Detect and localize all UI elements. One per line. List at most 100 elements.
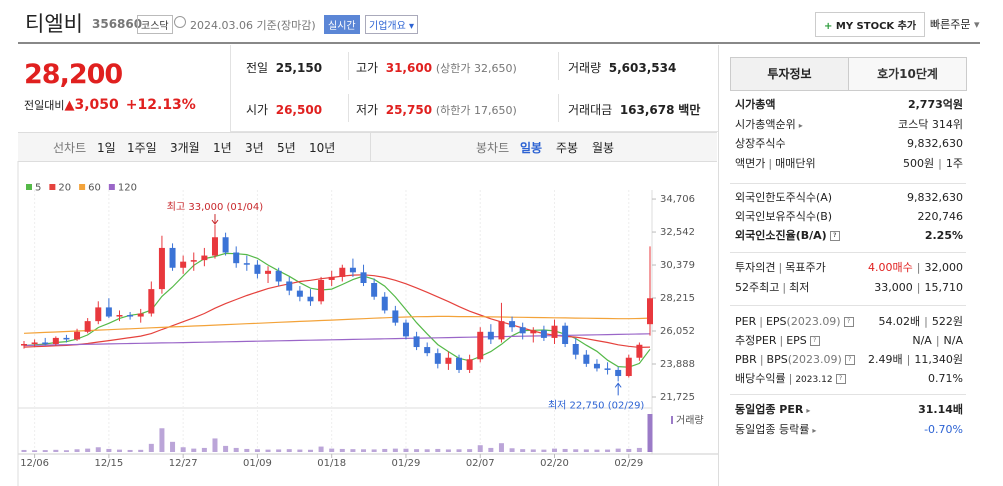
label: 고가 xyxy=(356,61,379,75)
period-tab[interactable]: 3년 xyxy=(245,141,264,155)
y-tick-label: 30,379 xyxy=(660,260,695,271)
period-tab[interactable]: 10년 xyxy=(309,141,336,155)
candle-chart-tab[interactable]: 봉차트 xyxy=(476,141,510,155)
info-value-cell: 33,000 | 15,710 xyxy=(874,279,963,297)
change: 3,050 xyxy=(74,97,119,113)
volume-bar xyxy=(605,449,611,452)
realtime-badge[interactable]: 실시간 xyxy=(324,15,360,34)
info-value-2: 32,000 xyxy=(924,261,964,274)
info-row: 상장주식수 9,832,630 xyxy=(735,135,963,153)
candle-body xyxy=(243,263,250,265)
volume-bar xyxy=(63,450,69,452)
legend-swatch xyxy=(79,184,86,190)
unit: 백만 xyxy=(678,103,701,117)
quick-order[interactable]: 빠른주문 ▾ xyxy=(930,18,980,31)
candle-body xyxy=(84,321,91,332)
period-tab[interactable]: 5년 xyxy=(277,141,296,155)
label: 전일 xyxy=(246,61,269,75)
y-tick-label: 21,725 xyxy=(660,392,695,403)
x-tick-label: 01/29 xyxy=(392,458,421,469)
info-tab[interactable]: 투자정보 xyxy=(730,57,849,91)
info-row: 52주최고 | 최저 33,000 | 15,710 xyxy=(735,279,963,297)
period-tab[interactable]: 주봉 xyxy=(556,141,579,155)
separator xyxy=(730,183,966,184)
volume-bar xyxy=(254,449,260,452)
period-tab[interactable]: 1년 xyxy=(213,141,232,155)
change-label: 전일대비 xyxy=(24,99,65,112)
volume-bar xyxy=(318,446,324,452)
volume-bar xyxy=(647,414,653,452)
volume-bar xyxy=(636,447,642,452)
y-tick-label: 23,888 xyxy=(660,359,695,370)
y-tick-label: 34,706 xyxy=(660,194,695,205)
quick-order-label: 빠른주문 xyxy=(930,18,971,31)
candle-body xyxy=(148,289,155,314)
change-pct: +12.13% xyxy=(125,97,196,113)
volume-bar xyxy=(583,449,589,452)
volume-bar xyxy=(297,449,303,452)
period-tab[interactable]: 3개월 xyxy=(170,141,200,155)
info-label: 동일업종 PER xyxy=(735,403,804,416)
info-label-2: 매매단위 xyxy=(775,156,816,170)
volume-bar xyxy=(498,443,504,452)
candle-body xyxy=(445,357,452,364)
x-tick-label: 02/20 xyxy=(540,458,569,469)
orderbook-tab[interactable]: 호가10단계 xyxy=(848,57,967,91)
candle-body xyxy=(42,342,49,345)
arrow-icon: ▸ xyxy=(812,426,817,435)
period-tab[interactable]: 1일 xyxy=(97,141,116,155)
info-label: PER xyxy=(735,315,757,328)
volume-bar xyxy=(21,449,27,452)
candle-body xyxy=(328,276,335,280)
volume-bar xyxy=(180,447,186,452)
period-tab[interactable]: 월봉 xyxy=(592,141,615,155)
volume-bar xyxy=(265,449,271,452)
candle-body xyxy=(116,315,123,317)
legend-label: 120 xyxy=(118,183,137,194)
info-row: PER | EPS(2023.09)? 54.02배 | 522원 xyxy=(735,313,963,331)
volume-bar xyxy=(445,449,451,452)
info-row: 외국인소진율(B/A)? 2.25% xyxy=(735,227,963,245)
volume-bar xyxy=(626,448,632,452)
divider: | xyxy=(916,280,921,294)
period-tab[interactable]: 일봉 xyxy=(520,141,543,155)
info-label-2: EPS xyxy=(786,334,807,347)
info-label-note: (2023.09) xyxy=(787,353,842,366)
candle-body xyxy=(296,290,303,297)
volume-bar xyxy=(201,447,207,452)
candle-body xyxy=(456,357,463,370)
candle-body xyxy=(424,347,431,354)
candle-body xyxy=(519,327,526,334)
volume-bar xyxy=(32,450,38,452)
volume-bar xyxy=(361,449,367,452)
volume-bar xyxy=(403,448,409,452)
separator xyxy=(730,394,966,395)
info-value-cell: 9,832,630 xyxy=(907,189,963,207)
mystock-button[interactable]: + MY STOCK 추가 xyxy=(815,12,926,37)
volume-bar xyxy=(276,449,282,452)
info-row: 투자의견 | 목표주가 4.00매수 | 32,000 xyxy=(735,259,963,277)
info-value: 코스닥 314위 xyxy=(898,117,963,131)
info-value-2: N/A xyxy=(943,334,963,347)
candle-body xyxy=(381,296,388,311)
info-label: 투자의견 xyxy=(735,261,776,274)
line-chart-tab[interactable]: 선차트 xyxy=(53,141,87,155)
volume-bar xyxy=(594,449,600,452)
legend-label: 5 xyxy=(35,183,41,194)
period-tab[interactable]: 1주일 xyxy=(127,141,157,155)
info-value: 0.71% xyxy=(928,372,963,385)
overview-button[interactable]: 기업개요 ▾ xyxy=(365,15,419,34)
stock-code: 356860 xyxy=(92,17,143,31)
volume-bar xyxy=(329,448,335,452)
info-value-cell: 9,832,630 xyxy=(907,135,963,153)
date-basis: 기준(장마감) xyxy=(256,19,316,32)
candle-body xyxy=(583,354,590,364)
separator xyxy=(730,305,966,306)
arrow-head xyxy=(614,382,622,388)
note: (상한가 32,650) xyxy=(435,62,517,75)
info-value: 2.25% xyxy=(924,229,963,242)
divider: | xyxy=(906,353,911,366)
candle-body xyxy=(625,357,632,377)
date: 2024.03.06 기준(장마감) xyxy=(190,17,316,33)
